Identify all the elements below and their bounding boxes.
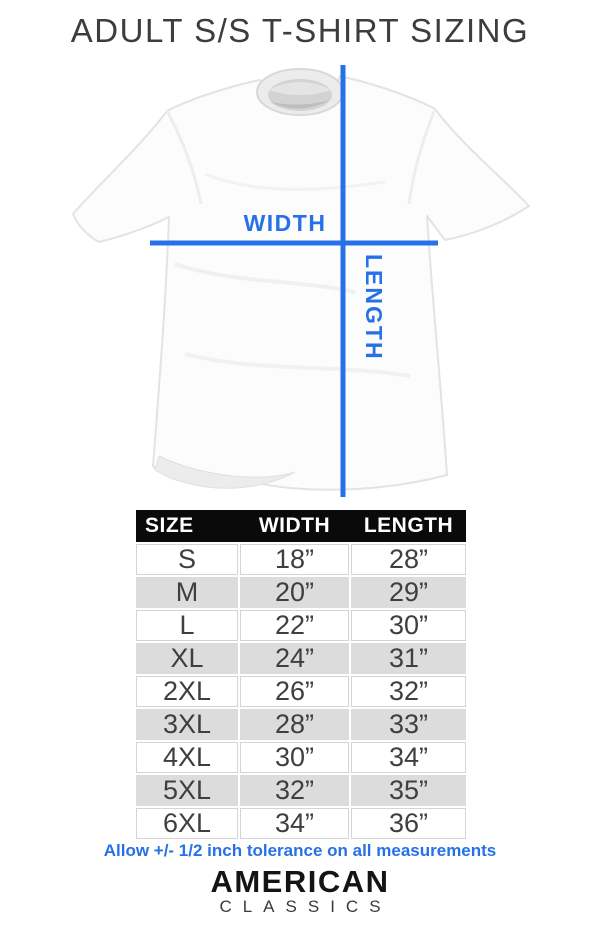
cell-size: 2XL xyxy=(136,676,238,707)
size-chart-header-row: SIZE WIDTH LENGTH xyxy=(136,510,466,542)
header-length: LENGTH xyxy=(351,510,466,542)
wrinkle-line xyxy=(174,262,356,294)
cell-width: 34” xyxy=(240,808,349,839)
table-row-3xl: 3XL 28” 33” xyxy=(136,709,466,740)
cell-length: 30” xyxy=(351,610,466,641)
collar-back-band xyxy=(268,82,332,95)
table-row-2xl: 2XL 26” 32” xyxy=(136,676,466,707)
wrinkle-line xyxy=(204,172,386,191)
tolerance-note: Allow +/- 1/2 inch tolerance on all meas… xyxy=(103,841,497,860)
cell-length: 34” xyxy=(351,742,466,773)
cell-length: 33” xyxy=(351,709,466,740)
brand-logo: AMERICAN CLASSICS xyxy=(0,866,600,916)
cell-width: 26” xyxy=(240,676,349,707)
cell-size: M xyxy=(136,577,238,608)
cell-size: 5XL xyxy=(136,775,238,806)
cell-width: 18” xyxy=(240,544,349,575)
cell-width: 22” xyxy=(240,610,349,641)
cell-size: 4XL xyxy=(136,742,238,773)
table-row-l: L 22” 30” xyxy=(136,610,466,641)
cell-length: 36” xyxy=(351,808,466,839)
header-size: SIZE xyxy=(136,510,238,542)
cell-size: 6XL xyxy=(136,808,238,839)
cell-length: 32” xyxy=(351,676,466,707)
collar-shadow xyxy=(270,100,330,109)
wrinkle-line xyxy=(184,352,411,378)
cell-size: XL xyxy=(136,643,238,674)
cell-length: 29” xyxy=(351,577,466,608)
width-label: WIDTH xyxy=(243,210,327,236)
cell-size: 3XL xyxy=(136,709,238,740)
header-width: WIDTH xyxy=(240,510,349,542)
cell-width: 20” xyxy=(240,577,349,608)
table-row-m: M 20” 29” xyxy=(136,577,466,608)
page-title: ADULT S/S T-SHIRT SIZING xyxy=(70,12,530,49)
wrinkle-line xyxy=(407,108,437,205)
table-row-5xl: 5XL 32” 35” xyxy=(136,775,466,806)
length-label: LENGTH xyxy=(361,254,387,361)
shirt-diagram xyxy=(55,54,545,506)
cell-length: 31” xyxy=(351,643,466,674)
cell-size: L xyxy=(136,610,238,641)
brand-name: AMERICAN xyxy=(210,864,390,899)
cell-width: 28” xyxy=(240,709,349,740)
cell-width: 24” xyxy=(240,643,349,674)
cell-width: 30” xyxy=(240,742,349,773)
table-row-4xl: 4XL 30” 34” xyxy=(136,742,466,773)
table-row-s: S 18” 28” xyxy=(136,544,466,575)
wrinkle-line xyxy=(165,110,203,205)
cell-size: S xyxy=(136,544,238,575)
hem-fold xyxy=(154,455,296,489)
table-row-xl: XL 24” 31” xyxy=(136,643,466,674)
table-row-6xl: 6XL 34” 36” xyxy=(136,808,466,839)
tshirt-illustration xyxy=(72,65,530,497)
cell-width: 32” xyxy=(240,775,349,806)
brand-subtitle: CLASSICS xyxy=(219,897,392,916)
size-chart-table: SIZE WIDTH LENGTH S 18” 28” M 20” 29” L … xyxy=(136,510,466,841)
cell-length: 35” xyxy=(351,775,466,806)
cell-length: 28” xyxy=(351,544,466,575)
